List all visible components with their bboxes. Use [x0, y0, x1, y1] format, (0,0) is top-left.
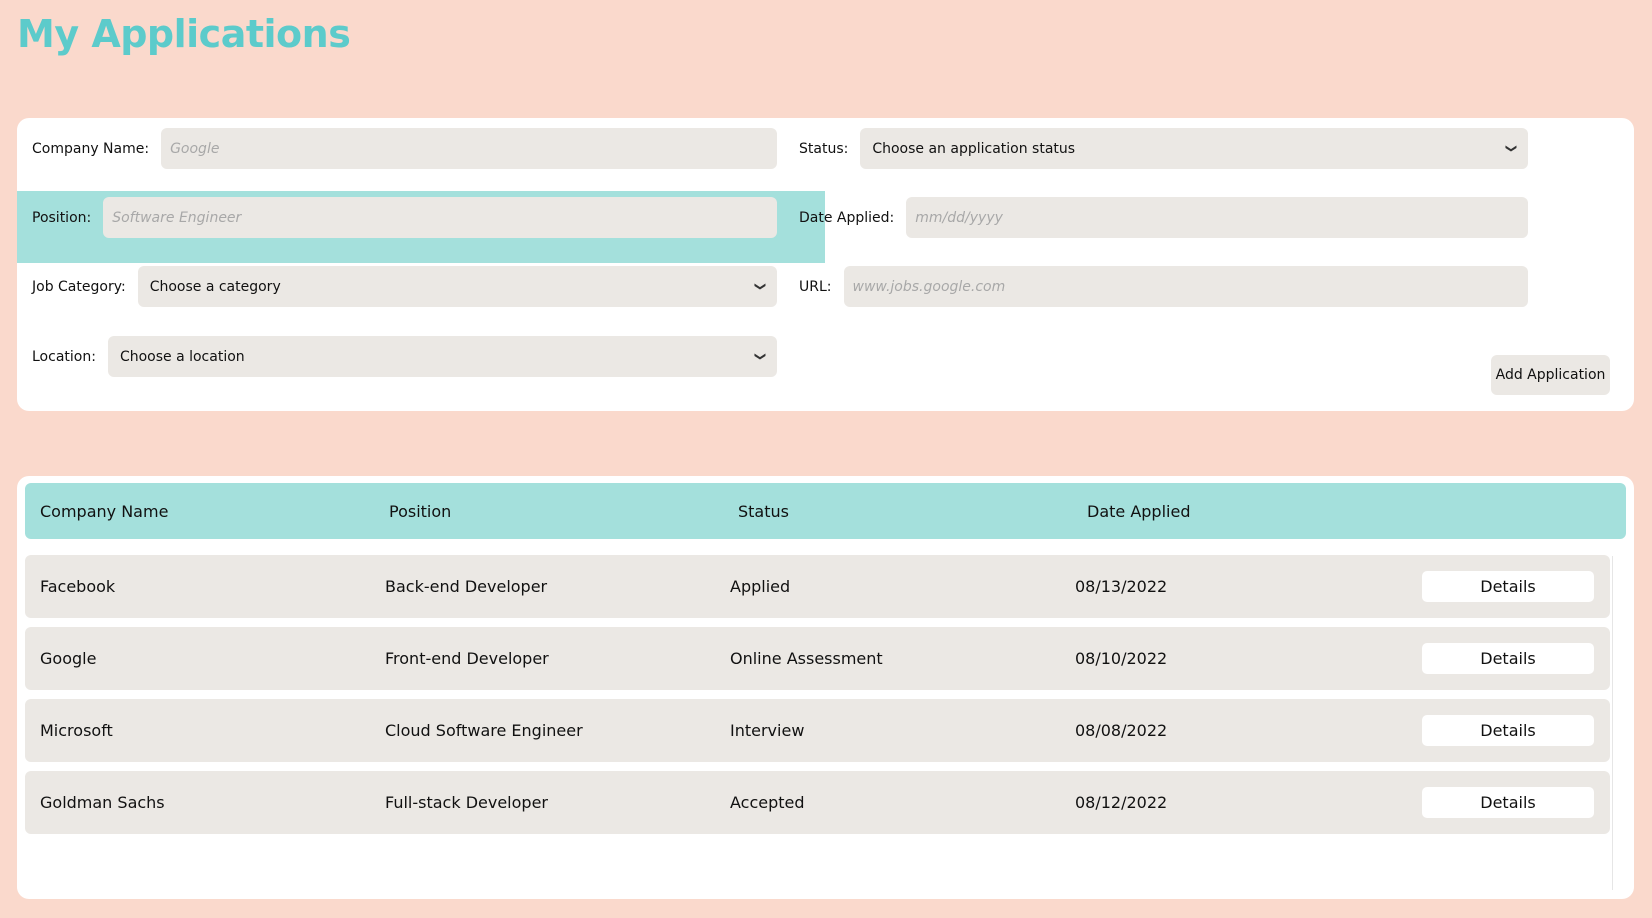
url-row: URL: www.jobs.google.com	[799, 266, 1528, 307]
table-row: Facebook Back-end Developer Applied 08/1…	[25, 555, 1610, 618]
position-label: Position:	[32, 209, 92, 226]
url-input[interactable]: www.jobs.google.com	[843, 266, 1528, 307]
cell-status: Accepted	[730, 793, 805, 812]
location-label: Location:	[32, 348, 96, 365]
applications-table: Company Name Position Status Date Applie…	[17, 476, 1634, 899]
add-application-button[interactable]: Add Application	[1491, 355, 1610, 395]
table-scrollbar[interactable]	[1612, 556, 1626, 890]
cell-company: Goldman Sachs	[40, 793, 165, 812]
cell-status: Interview	[730, 721, 805, 740]
position-input[interactable]: Software Engineer	[103, 197, 777, 238]
company-name-label: Company Name:	[32, 140, 150, 157]
header-position: Position	[389, 501, 452, 521]
cell-position: Back-end Developer	[385, 577, 548, 596]
cell-status: Applied	[730, 577, 791, 596]
job-category-row: Job Category: Choose a category ❯	[32, 266, 777, 307]
table-header: Company Name Position Status Date Applie…	[25, 483, 1626, 539]
chevron-down-icon: ❯	[1504, 143, 1518, 154]
cell-company: Microsoft	[40, 721, 113, 740]
table-row: Google Front-end Developer Online Assess…	[25, 627, 1610, 690]
cell-date: 08/13/2022	[1075, 577, 1168, 596]
cell-status: Online Assessment	[730, 649, 883, 668]
cell-company: Facebook	[40, 577, 116, 596]
header-date-applied: Date Applied	[1087, 501, 1191, 521]
page-title: My Applications	[17, 12, 351, 56]
header-status: Status	[738, 501, 789, 521]
cell-date: 08/10/2022	[1075, 649, 1168, 668]
job-category-label: Job Category:	[32, 278, 126, 295]
location-row: Location: Choose a location ❯	[32, 336, 777, 377]
cell-date: 08/12/2022	[1075, 793, 1168, 812]
location-select-value: Choose a location	[119, 348, 245, 365]
application-form: Company Name: Google Status: Choose an a…	[17, 118, 1634, 411]
cell-position: Cloud Software Engineer	[385, 721, 583, 740]
status-select-value: Choose an application status	[872, 140, 1076, 157]
date-applied-row: Date Applied: mm/dd/yyyy	[799, 197, 1528, 238]
cell-position: Front-end Developer	[385, 649, 549, 668]
location-select[interactable]: Choose a location ❯	[107, 336, 777, 377]
company-name-input[interactable]: Google	[161, 128, 777, 169]
chevron-down-icon: ❯	[753, 351, 767, 362]
cell-date: 08/08/2022	[1075, 721, 1168, 740]
header-company-name: Company Name	[40, 501, 169, 521]
status-label: Status:	[799, 140, 849, 157]
details-button[interactable]: Details	[1422, 571, 1594, 602]
details-button[interactable]: Details	[1422, 787, 1594, 818]
details-button[interactable]: Details	[1422, 715, 1594, 746]
job-category-select-value: Choose a category	[149, 278, 281, 295]
job-category-select[interactable]: Choose a category ❯	[137, 266, 777, 307]
company-name-row: Company Name: Google	[32, 128, 777, 169]
url-label: URL:	[799, 278, 832, 295]
table-row: Goldman Sachs Full-stack Developer Accep…	[25, 771, 1610, 834]
table-row: Microsoft Cloud Software Engineer Interv…	[25, 699, 1610, 762]
status-row: Status: Choose an application status ❯	[799, 128, 1528, 169]
status-select[interactable]: Choose an application status ❯	[860, 128, 1528, 169]
position-row: Position: Software Engineer	[32, 197, 777, 238]
date-applied-input[interactable]: mm/dd/yyyy	[906, 197, 1528, 238]
cell-company: Google	[40, 649, 97, 668]
chevron-down-icon: ❯	[753, 281, 767, 292]
cell-position: Full-stack Developer	[385, 793, 548, 812]
details-button[interactable]: Details	[1422, 643, 1594, 674]
date-applied-label: Date Applied:	[799, 209, 895, 226]
